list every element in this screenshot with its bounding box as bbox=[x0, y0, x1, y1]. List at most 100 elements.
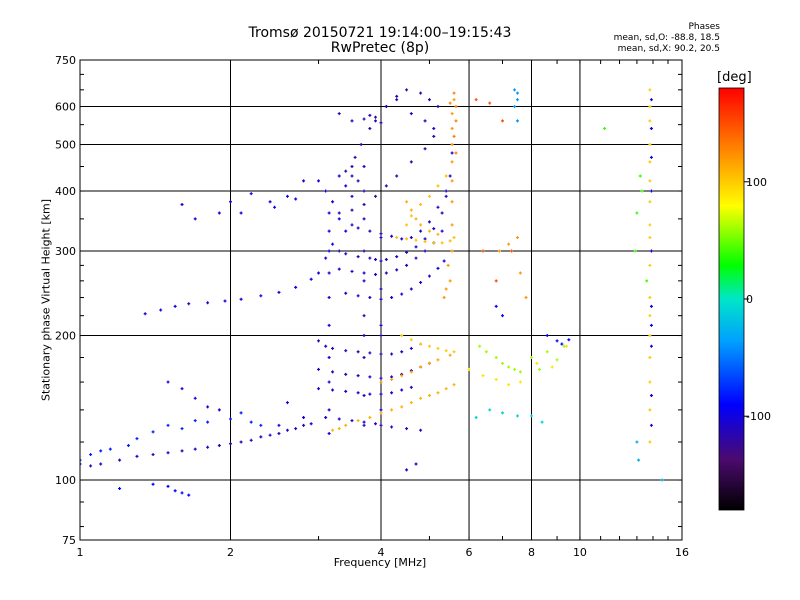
x-tick-label: 4 bbox=[378, 546, 385, 559]
data-point bbox=[180, 449, 184, 453]
data-point bbox=[419, 428, 423, 432]
data-point bbox=[400, 405, 404, 409]
data-point bbox=[285, 194, 289, 198]
data-point bbox=[249, 420, 253, 424]
data-point bbox=[356, 391, 360, 395]
data-point bbox=[488, 101, 492, 105]
data-point bbox=[454, 151, 458, 155]
data-point bbox=[350, 419, 354, 423]
data-point bbox=[638, 174, 642, 178]
data-point bbox=[395, 236, 399, 240]
data-point bbox=[353, 155, 357, 159]
data-point bbox=[448, 174, 452, 178]
data-point bbox=[344, 229, 348, 233]
data-point bbox=[259, 435, 263, 439]
colorbar-ticks: 100 0 -100 bbox=[744, 176, 771, 423]
data-point bbox=[452, 98, 456, 102]
data-point bbox=[356, 179, 360, 183]
data-point bbox=[390, 352, 394, 356]
data-point bbox=[510, 249, 514, 253]
data-point bbox=[478, 344, 482, 348]
data-point bbox=[432, 241, 436, 245]
data-point bbox=[362, 279, 366, 283]
data-point bbox=[359, 143, 363, 147]
data-point bbox=[400, 374, 404, 378]
data-point bbox=[518, 380, 522, 384]
data-point bbox=[440, 241, 444, 245]
data-point bbox=[494, 279, 498, 283]
data-point bbox=[649, 98, 653, 102]
data-point bbox=[494, 377, 498, 381]
chart-subtitle: RwPretec (8p) bbox=[330, 40, 430, 56]
data-point bbox=[419, 365, 423, 369]
data-point bbox=[649, 344, 653, 348]
y-axis-label: Stationary phase Virtual Height [km] bbox=[39, 198, 53, 402]
data-point bbox=[450, 160, 454, 164]
data-point bbox=[452, 383, 456, 387]
data-point bbox=[337, 267, 341, 271]
data-point bbox=[379, 323, 383, 327]
data-point bbox=[327, 249, 331, 253]
data-point bbox=[423, 240, 427, 244]
data-point bbox=[337, 427, 341, 431]
data-point bbox=[501, 314, 505, 318]
data-point bbox=[432, 134, 436, 138]
data-point bbox=[450, 143, 454, 147]
data-point bbox=[229, 200, 232, 204]
data-point bbox=[513, 367, 517, 371]
data-point bbox=[143, 312, 147, 316]
data-point bbox=[344, 372, 348, 376]
data-point bbox=[395, 255, 399, 259]
data-point bbox=[159, 308, 163, 312]
data-point bbox=[436, 346, 440, 350]
data-point bbox=[390, 296, 394, 300]
data-point bbox=[419, 280, 423, 284]
data-point bbox=[567, 338, 571, 342]
data-point bbox=[444, 174, 448, 178]
data-point bbox=[405, 200, 409, 204]
data-point bbox=[537, 367, 541, 371]
data-point bbox=[409, 287, 413, 291]
data-point bbox=[640, 189, 644, 193]
data-point bbox=[166, 484, 170, 488]
y-tick-label: 200 bbox=[55, 330, 76, 343]
data-point bbox=[427, 220, 431, 224]
data-point bbox=[277, 290, 281, 294]
data-point bbox=[427, 274, 431, 278]
data-point bbox=[450, 126, 454, 130]
data-point bbox=[436, 184, 440, 188]
data-point bbox=[268, 200, 272, 204]
data-point bbox=[344, 184, 348, 188]
data-point bbox=[409, 370, 413, 374]
data-point bbox=[648, 236, 652, 240]
data-point bbox=[414, 256, 418, 260]
data-point bbox=[229, 442, 232, 446]
data-point bbox=[327, 432, 331, 436]
data-point bbox=[436, 358, 440, 362]
data-point bbox=[331, 388, 335, 392]
y-axis-ticks: 75 100 200 300 400 500 600 750 bbox=[55, 54, 682, 547]
data-point bbox=[450, 223, 454, 227]
data-point bbox=[173, 304, 177, 308]
data-point bbox=[649, 126, 653, 130]
data-point bbox=[362, 249, 366, 253]
data-point bbox=[317, 179, 321, 183]
colorbar-tick-label: 0 bbox=[746, 293, 753, 306]
data-point bbox=[239, 211, 243, 215]
data-point bbox=[545, 350, 549, 354]
data-point bbox=[187, 493, 191, 497]
data-point bbox=[497, 249, 501, 253]
data-point bbox=[440, 229, 444, 233]
x-tick-label: 1 bbox=[77, 546, 84, 559]
data-point bbox=[368, 126, 372, 130]
data-point bbox=[379, 392, 383, 396]
data-point bbox=[362, 394, 366, 398]
data-point bbox=[409, 385, 413, 389]
data-point bbox=[118, 458, 122, 462]
data-point bbox=[337, 174, 341, 178]
x-tick-label: 10 bbox=[573, 546, 587, 559]
y-tick-label: 75 bbox=[62, 534, 76, 547]
data-point bbox=[206, 405, 210, 409]
data-point bbox=[368, 296, 372, 300]
data-point bbox=[501, 361, 505, 365]
